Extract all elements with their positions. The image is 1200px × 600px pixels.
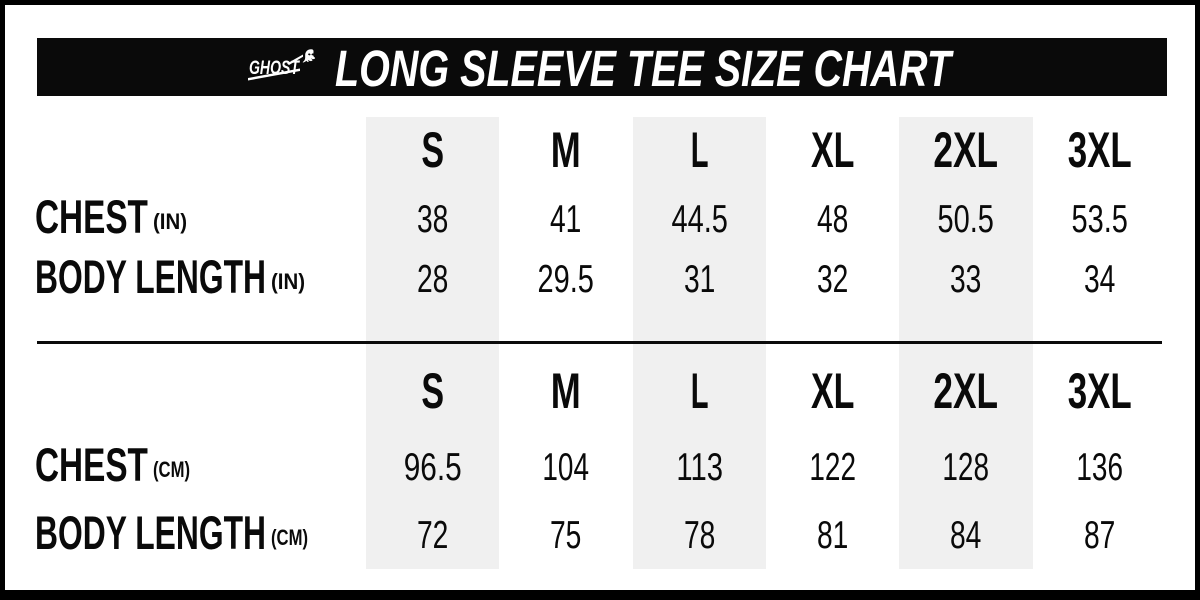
- svg-text:78: 78: [684, 517, 715, 557]
- svg-text:72: 72: [417, 517, 448, 557]
- svg-text:(IN): (IN): [153, 209, 187, 234]
- svg-text:81: 81: [817, 517, 848, 557]
- svg-text:LONG SLEEVE TEE SIZE CHART: LONG SLEEVE TEE SIZE CHART: [335, 40, 954, 97]
- svg-text:29.5: 29.5: [538, 261, 594, 301]
- svg-text:L: L: [690, 363, 708, 419]
- svg-text:BODY LENGTH: BODY LENGTH: [35, 250, 266, 303]
- svg-text:75: 75: [550, 517, 581, 557]
- svg-text:CHEST: CHEST: [35, 438, 148, 491]
- svg-text:113: 113: [676, 449, 723, 489]
- svg-text:31: 31: [684, 261, 715, 301]
- svg-text:BODY LENGTH: BODY LENGTH: [35, 506, 266, 559]
- svg-text:M: M: [551, 122, 581, 178]
- svg-text:84: 84: [950, 517, 981, 557]
- svg-text:32: 32: [817, 261, 848, 301]
- svg-text:104: 104: [543, 449, 590, 489]
- svg-text:96.5: 96.5: [403, 449, 461, 489]
- svg-text:38: 38: [417, 201, 448, 241]
- svg-text:S: S: [421, 363, 444, 419]
- svg-text:122: 122: [809, 449, 856, 489]
- svg-text:(CM): (CM): [271, 525, 308, 550]
- svg-text:33: 33: [950, 261, 981, 301]
- svg-text:XL: XL: [811, 363, 854, 419]
- svg-text:48: 48: [817, 201, 848, 241]
- svg-text:M: M: [551, 363, 581, 419]
- svg-text:2XL: 2XL: [934, 363, 999, 419]
- svg-text:L: L: [690, 122, 708, 178]
- svg-text:S: S: [421, 122, 444, 178]
- svg-text:53.5: 53.5: [1071, 201, 1127, 241]
- svg-text:28: 28: [417, 261, 448, 301]
- svg-text:2XL: 2XL: [934, 122, 999, 178]
- svg-text:(CM): (CM): [153, 457, 190, 482]
- svg-text:44.5: 44.5: [671, 201, 727, 241]
- svg-text:XL: XL: [811, 122, 854, 178]
- svg-text:136: 136: [1076, 449, 1123, 489]
- svg-text:(IN): (IN): [271, 269, 305, 294]
- svg-text:87: 87: [1084, 517, 1115, 557]
- svg-text:50.5: 50.5: [938, 201, 994, 241]
- svg-text:CHEST: CHEST: [35, 190, 148, 243]
- svg-text:3XL: 3XL: [1067, 363, 1131, 419]
- svg-text:34: 34: [1084, 261, 1115, 301]
- svg-text:128: 128: [943, 449, 990, 489]
- svg-text:41: 41: [550, 201, 581, 241]
- svg-text:3XL: 3XL: [1067, 122, 1131, 178]
